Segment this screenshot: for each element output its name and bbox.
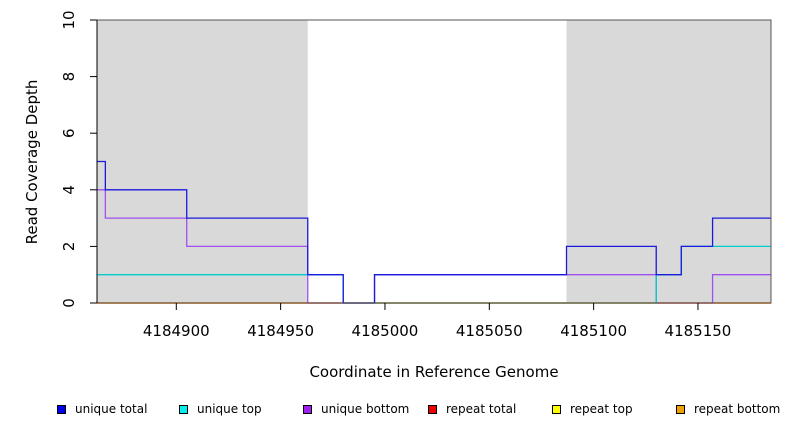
legend-label: repeat total: [446, 402, 517, 416]
x-tick-label: 4185100: [560, 322, 627, 340]
x-axis: 4184900 4184950 4185000 4185050 4185100 41851…: [143, 303, 731, 340]
y-axis: 0 2 4 6 8 10: [60, 10, 98, 308]
shaded-region: [566, 20, 771, 303]
y-axis-label: Read Coverage Depth: [23, 80, 41, 245]
x-tick-label: 4185000: [352, 322, 419, 340]
legend-item: unique total: [57, 400, 147, 418]
x-tick-label: 4184950: [247, 322, 314, 340]
shaded-region: [97, 20, 308, 303]
legend-item: repeat total: [428, 400, 516, 418]
legend-swatch: [179, 404, 188, 414]
y-tick-label: 10: [60, 10, 78, 29]
legend-swatch: [303, 404, 312, 414]
legend: unique total unique top unique bottom repea…: [0, 400, 792, 418]
x-axis-label: Coordinate in Reference Genome: [309, 363, 558, 381]
legend-swatch: [57, 404, 66, 414]
y-tick-label: 8: [60, 72, 78, 82]
legend-label: unique total: [75, 402, 148, 416]
y-tick-label: 2: [60, 242, 78, 252]
legend-swatch: [428, 404, 437, 414]
legend-swatch: [552, 404, 561, 414]
legend-label: repeat top: [570, 402, 633, 416]
x-tick-label: 4184900: [143, 322, 210, 340]
y-tick-label: 0: [60, 298, 78, 308]
legend-label: unique top: [197, 402, 262, 416]
legend-item: unique top: [179, 400, 262, 418]
y-tick-label: 4: [60, 185, 78, 195]
x-tick-label: 4185050: [456, 322, 523, 340]
series-line-unique-total: [97, 160, 771, 304]
legend-item: unique bottom: [303, 400, 409, 418]
shaded-regions: [97, 20, 771, 303]
legend-swatch: [676, 404, 685, 414]
y-tick-label: 6: [60, 128, 78, 138]
legend-item: repeat bottom: [676, 400, 780, 418]
legend-label: repeat bottom: [694, 402, 781, 416]
coverage-chart: 4184900 4184950 4185000 4185050 4185100 41851…: [23, 10, 772, 381]
legend-label: unique bottom: [321, 402, 410, 416]
x-tick-label: 4185150: [665, 322, 732, 340]
legend-item: repeat top: [552, 400, 633, 418]
